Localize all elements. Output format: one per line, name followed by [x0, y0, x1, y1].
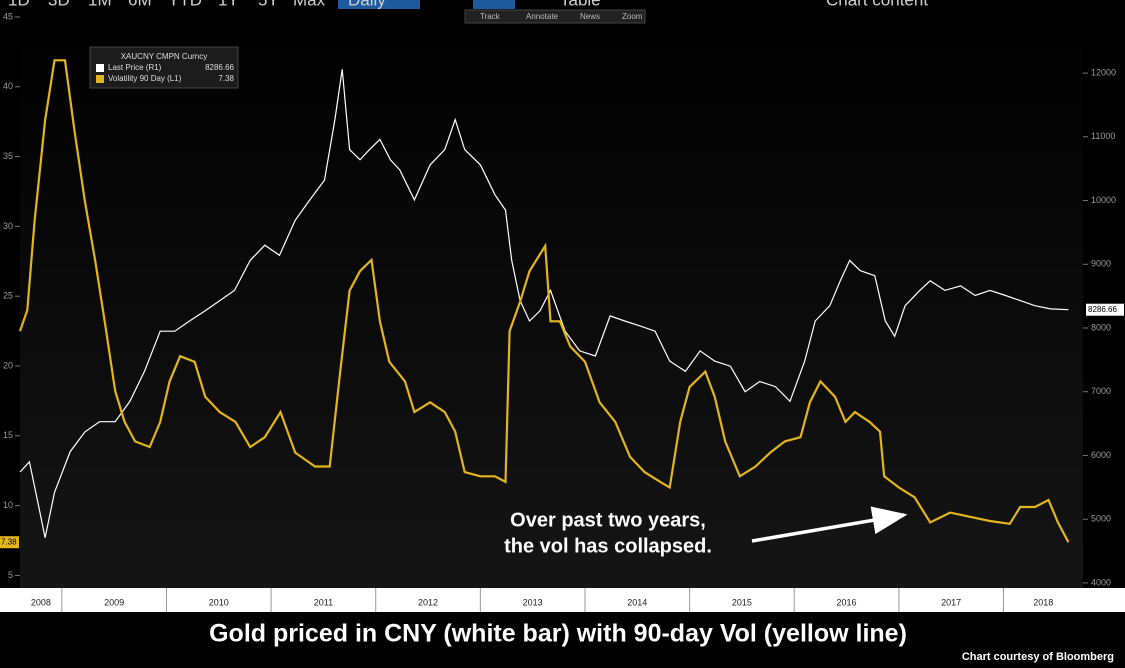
frequency-button[interactable] — [338, 0, 420, 9]
chart-title: Gold priced in CNY (white bar) with 90-d… — [209, 620, 907, 648]
y2-tick-label: 4000 — [1091, 577, 1111, 587]
y-tick-label: 15 — [3, 430, 13, 440]
table-button[interactable]: Table — [560, 0, 601, 9]
legend-swatch — [96, 75, 104, 83]
x-tick-label: 2015 — [732, 597, 752, 607]
y-tick-label: 5 — [8, 570, 13, 580]
chart-content-button[interactable]: Chart content — [826, 0, 928, 9]
x-tick-label: 2018 — [1033, 597, 1053, 607]
x-tick-label: 2014 — [627, 597, 647, 607]
x-tick-label: 2008 — [31, 597, 51, 607]
frequency-button-label[interactable]: Daily — [348, 0, 386, 9]
y2-tick-label: 5000 — [1091, 514, 1111, 524]
range-button[interactable]: 1Y — [218, 0, 239, 9]
legend — [89, 46, 239, 89]
y2-tick-label: 6000 — [1091, 450, 1111, 460]
chart-type-button[interactable] — [473, 0, 515, 9]
x-tick-label: 2009 — [104, 597, 124, 607]
y2-tick-label: 12000 — [1091, 67, 1116, 77]
x-tick-label: 2013 — [523, 597, 543, 607]
y-tick-label: 45 — [3, 11, 13, 21]
x-tick-label: 2017 — [941, 597, 961, 607]
source: Chart courtesy of Bloomberg — [962, 651, 1114, 663]
y-tick-label: 20 — [3, 360, 13, 370]
tool-button[interactable]: News — [580, 12, 600, 21]
x-tick-label: 2016 — [837, 597, 857, 607]
x-tick-label: 2012 — [418, 597, 438, 607]
y2-tick-label: 10000 — [1091, 195, 1116, 205]
annotation-arrow — [751, 506, 908, 543]
tool-button[interactable]: Zoom — [622, 12, 643, 21]
y2-tick-label: 11000 — [1091, 131, 1115, 141]
annotation: Over past two years, — [510, 509, 706, 531]
range-button[interactable]: 3D — [48, 0, 70, 9]
y-tick-label: 40 — [3, 81, 13, 91]
annotation: the vol has collapsed. — [504, 535, 712, 557]
y-tick-label: 25 — [3, 291, 13, 301]
range-button[interactable]: 6M — [128, 0, 152, 9]
y-tick-label: 30 — [3, 221, 13, 231]
tool-button[interactable]: Track — [480, 12, 501, 21]
range-button[interactable]: Max — [293, 0, 326, 9]
range-button[interactable]: 1M — [88, 0, 112, 9]
legend-value: 8286.66 — [205, 63, 234, 72]
y2-tick-label: 8000 — [1091, 322, 1111, 332]
x-axis-strip — [0, 588, 1125, 612]
x-tick-label: 2011 — [314, 597, 333, 607]
plot-area — [20, 10, 1083, 588]
last-value-label: 8286.66 — [1088, 305, 1117, 314]
y-tick-label: 10 — [3, 500, 13, 510]
y2-tick-label: 9000 — [1091, 259, 1111, 269]
last-value-label: 7.38 — [1, 537, 17, 546]
y-tick-label: 35 — [3, 151, 13, 161]
y2-tick-label: 7000 — [1091, 386, 1111, 396]
last-value-box — [1086, 303, 1124, 316]
legend-label: Volatility 90 Day (L1) — [108, 74, 182, 83]
legend-swatch — [96, 64, 104, 72]
range-button[interactable]: YTD — [168, 0, 202, 9]
range-button[interactable]: 5Y — [258, 0, 279, 9]
range-button[interactable]: 1D — [8, 0, 30, 9]
tool-bar — [464, 9, 646, 24]
legend-label: Last Price (R1) — [108, 63, 162, 72]
legend-title: XAUCNY CMPN Curncy — [121, 52, 208, 61]
series-line — [18, 59, 1070, 543]
last-value-box — [0, 536, 19, 549]
toolbar: 1D 3D 1M 6M YTD 1Y 5Y Max Daily Table Chart conten… — [8, 0, 928, 21]
legend-value: 7.38 — [218, 74, 234, 83]
x-tick-label: 2010 — [209, 597, 229, 607]
tool-button[interactable]: Annotate — [526, 12, 559, 21]
